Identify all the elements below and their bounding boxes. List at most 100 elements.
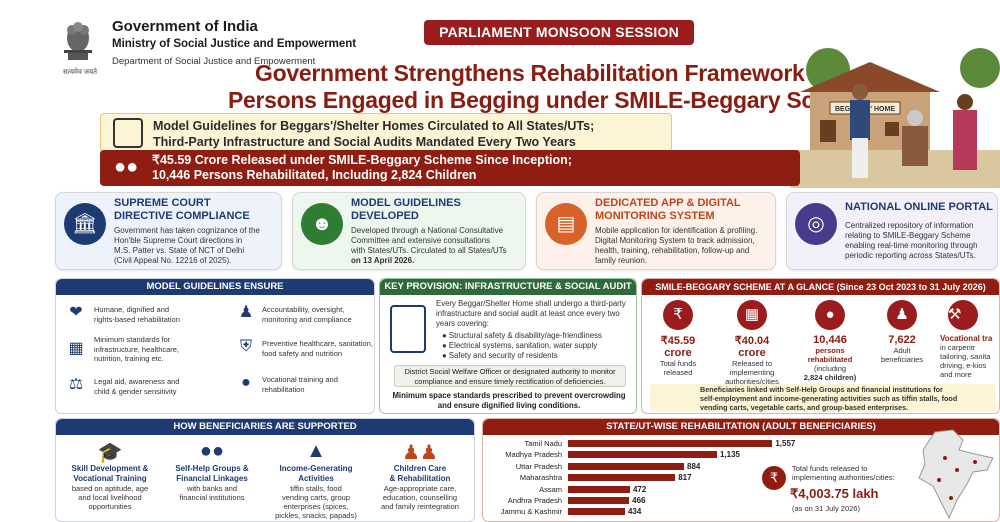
people-icon: ●● bbox=[114, 156, 139, 178]
gov-title: Government of India bbox=[112, 18, 258, 35]
card-body: relating to SMILE-Beggary Scheme bbox=[845, 231, 971, 240]
stat-label: beneficiaries bbox=[880, 355, 924, 364]
panel-heading: HOW BENEFICIARIES ARE SUPPORTED bbox=[56, 419, 474, 435]
support-title: Vocational Training bbox=[73, 474, 147, 483]
card-title: NATIONAL ONLINE PORTAL bbox=[845, 201, 993, 213]
card-title: MODEL GUIDELINES bbox=[351, 197, 461, 209]
highlight2-line1: ₹45.59 Crore Released under SMILE-Beggar… bbox=[152, 153, 572, 167]
guideline-text: rehabilitation bbox=[262, 384, 305, 394]
stat-label: authorities/cities bbox=[725, 377, 779, 386]
national-emblem-icon bbox=[64, 22, 92, 60]
card-body: enabling real-time monitoring through bbox=[845, 241, 978, 250]
card-body: M.S. Patter vs. State of NCT of Delhi bbox=[114, 246, 245, 255]
stat-label: rehabilitated bbox=[807, 355, 853, 364]
guidelines-highlight: Model Guidelines for Beggars'/Shelter Ho… bbox=[100, 113, 672, 153]
highlight1-line2: Third-Party Infrastructure and Social Au… bbox=[153, 135, 576, 149]
bar-label: Jammu & Kashmir bbox=[500, 507, 562, 517]
card-title: DIRECTIVE COMPLIANCE bbox=[114, 210, 250, 222]
cart-icon: ▲ bbox=[306, 440, 326, 462]
support-children-care: ♟♟ Children Care & Rehabilitation Age-app… bbox=[370, 440, 470, 511]
building-icon: ▦ bbox=[737, 300, 767, 330]
card-body: on 13 April 2026. bbox=[351, 256, 415, 265]
card-title: SUPREME COURT bbox=[114, 197, 211, 209]
bar-row: Assam 472 bbox=[490, 484, 870, 495]
support-desc: opportunities bbox=[88, 502, 132, 511]
stat-label: Released to bbox=[731, 359, 773, 368]
funds-label: Total funds released to bbox=[792, 464, 868, 473]
officer-text: compliance and ensure timely rectificati… bbox=[414, 377, 606, 386]
support-desc: enterprises (spices, bbox=[283, 502, 349, 511]
beggars-home-illustration: BEGGARS' HOME bbox=[790, 48, 1000, 188]
card-body: Government has taken cognizance of the bbox=[114, 226, 260, 235]
bar bbox=[568, 440, 773, 447]
card-body: with States/UTs. Circulated to all State… bbox=[351, 246, 507, 255]
note-text: self-employment and income-generating ac… bbox=[700, 394, 958, 403]
provision-bullet: ● Safety and security of residents bbox=[442, 351, 558, 360]
people-icon: ● bbox=[815, 300, 845, 330]
stat-label: persons bbox=[815, 346, 845, 355]
support-desc: and local livelihood bbox=[78, 493, 142, 502]
stat-label: (including bbox=[813, 364, 847, 373]
stat-label: driving, e-kios bbox=[940, 361, 987, 370]
tools-icon: ⚒ bbox=[948, 300, 978, 330]
bar bbox=[568, 497, 630, 504]
card-body: periodic reporting across States/UTs. bbox=[845, 251, 976, 260]
beneficiaries-panel: HOW BENEFICIARIES ARE SUPPORTED bbox=[55, 418, 475, 522]
shield-check-icon: ⛨ bbox=[239, 338, 252, 355]
support-title: & Rehabilitation bbox=[389, 474, 451, 483]
stat-label: in carpentr bbox=[940, 343, 976, 352]
support-desc: vending carts, group bbox=[282, 493, 350, 502]
chart-title: STATE/UT-WISE REHABILITATION (ADULT BENE… bbox=[483, 419, 999, 435]
bar-label: Assam bbox=[539, 484, 562, 494]
audit-checklist-icon bbox=[390, 305, 426, 353]
support-title: Skill Development & bbox=[71, 464, 149, 473]
guideline-text: monitoring and compliance bbox=[262, 314, 352, 324]
card-body: Hon'ble Supreme Court directions in bbox=[114, 236, 243, 245]
stat-label: tailoring, sanita bbox=[940, 352, 991, 361]
support-title: Children Care bbox=[393, 464, 447, 473]
stat-label: Adult bbox=[893, 346, 911, 355]
note-text: vending carts, vegetable carts, and grou… bbox=[700, 403, 909, 412]
people-icon: ☻ bbox=[301, 203, 343, 245]
guideline-text: Legal aid, awareness and bbox=[94, 377, 180, 386]
stat-label: implementing bbox=[729, 368, 775, 377]
support-desc: with banks and bbox=[186, 484, 238, 493]
stat-label: and more bbox=[940, 370, 972, 379]
highlight2-line2: 10,446 Persons Rehabilitated, Including … bbox=[152, 168, 477, 182]
mobile-icon: ▤ bbox=[545, 203, 587, 245]
bar-value-label: 1,135 bbox=[719, 450, 740, 460]
guideline-text: child & gender sensitivity bbox=[94, 386, 177, 396]
bar bbox=[568, 474, 676, 482]
funds-date: (as on 31 July 2026) bbox=[792, 504, 860, 513]
bar bbox=[568, 485, 630, 493]
panel-heading: MODEL GUIDELINES ENSURE bbox=[56, 279, 374, 295]
bar-value-label: 472 bbox=[632, 484, 647, 494]
ministry-name: Ministry of Social Justice and Empowerme… bbox=[112, 38, 357, 50]
note-text: Beneficiaries linked with Self-Help Grou… bbox=[700, 385, 943, 394]
space-standards-note: Minimum space standards prescribed to pr… bbox=[390, 391, 628, 411]
key-provision-panel: KEY PROVISION: INFRASTRUCTURE & SOCIAL A… bbox=[379, 278, 637, 414]
department-name: Department of Social Justice and Empower… bbox=[112, 56, 316, 67]
card-body: (Civil Appeal No. 12216 of 2025). bbox=[114, 256, 232, 265]
bar-label: Maharashtra bbox=[519, 473, 562, 483]
support-title: Self-Help Groups & bbox=[175, 464, 249, 473]
guideline-text: food safety and nutrition bbox=[262, 348, 343, 358]
support-self-help-groups: ●● Self-Help Groups & Financial Linkages … bbox=[162, 440, 262, 502]
guideline-text: Minimum standards for bbox=[94, 335, 171, 344]
bar bbox=[568, 451, 717, 459]
space-text: and ensure dignified living conditions. bbox=[437, 401, 581, 410]
money-bag-icon: ₹ bbox=[663, 300, 693, 330]
stat-implementing: ▦ ₹40.04 crore Released to implementing au… bbox=[722, 300, 782, 386]
guideline-text: infrastructure, healthcare, bbox=[94, 344, 180, 354]
provision-text: Every Beggar/Shelter Home shall undergo … bbox=[436, 299, 626, 308]
guideline-text: Humane, dignified and bbox=[94, 305, 170, 314]
bar-row: Tamil Nadu 1,557 bbox=[490, 438, 870, 449]
guideline-text: Vocational training and bbox=[262, 375, 338, 384]
card-body: Centralized repository of information bbox=[845, 221, 974, 230]
card-digital-monitoring: ▤ DEDICATED APP & DIGITAL MONITORING SYST… bbox=[536, 192, 776, 270]
group-icon: ● bbox=[241, 374, 251, 391]
bar-value-label: 884 bbox=[687, 461, 701, 471]
card-online-portal: ◎ NATIONAL ONLINE PORTAL Centralized rep… bbox=[786, 192, 998, 270]
stat-value: ₹45.59 crore bbox=[660, 335, 696, 359]
support-desc: education, counselling bbox=[382, 493, 458, 502]
